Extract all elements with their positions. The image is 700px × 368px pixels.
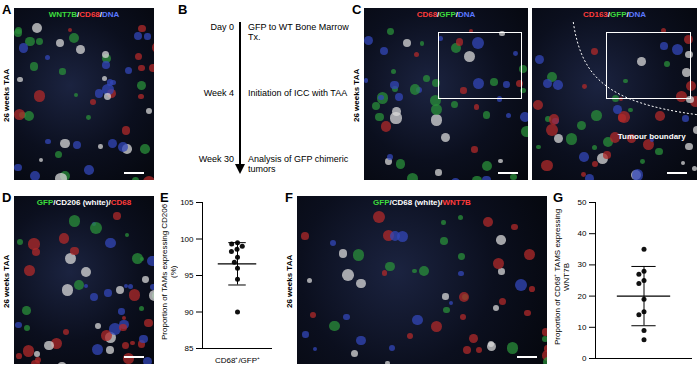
html-text:G: G	[553, 190, 564, 205]
html-text:Day 0: Day 0	[210, 22, 234, 32]
svg-text:105: 105	[180, 198, 194, 207]
svg-text:85: 85	[185, 344, 194, 353]
html-text:CD163 / GFP / DNA: CD163 / GFP / DNA	[582, 10, 647, 19]
html-text:Analysis of GFP chimeric tumor: Analysis of GFP chimeric tumors	[248, 154, 349, 174]
html-text:WNT7B / CD68 / DNA: WNT7B / CD68 / DNA	[48, 10, 120, 19]
html-text:26 weeks TAA: 26 weeks TAA	[285, 254, 294, 308]
html-text:26 weeks TAA: 26 weeks TAA	[2, 254, 11, 308]
html-text:GFP to WT Bone Marrow Tx.: GFP to WT Bone Marrow Tx.	[248, 22, 349, 42]
html-text:GFP / CD206 (white) / CD68: GFP / CD206 (white) / CD68	[36, 198, 132, 207]
html-text:26 weeks TAA: 26 weeks TAA	[2, 68, 11, 122]
svg-text:100: 100	[180, 235, 194, 244]
html-text:CD68 / GFP / DNA: CD68 / GFP / DNA	[416, 10, 476, 19]
html-text:Week 4: Week 4	[203, 88, 234, 98]
svg-text:40: 40	[578, 229, 587, 238]
html-text:E: E	[160, 190, 169, 205]
html-text:A: A	[2, 2, 12, 17]
html-text:F: F	[285, 190, 293, 205]
html-text:GFP / CD68 (white) / WNT7B: GFP / CD68 (white) / WNT7B	[373, 198, 471, 207]
html-text:B: B	[178, 2, 188, 17]
html-text:Initiation of ICC with TAA: Initiation of ICC with TAA	[248, 88, 348, 98]
html-text:26 weeks TAA: 26 weeks TAA	[352, 68, 361, 122]
html-text:Proportion of TAMs expressing: Proportion of TAMs expressing CD206 (%)	[160, 203, 178, 341]
html-text:Week 30: Week 30	[198, 154, 234, 164]
html-text:C: C	[352, 2, 362, 17]
svg-text:95: 95	[185, 271, 194, 280]
svg-text:CD68⁺/GFP⁺: CD68⁺/GFP⁺	[215, 356, 260, 365]
html-text:Tumour boundary: Tumour boundary	[617, 131, 686, 141]
svg-text:30: 30	[578, 260, 587, 269]
svg-text:0: 0	[582, 354, 587, 363]
svg-text:50: 50	[578, 198, 587, 207]
html-text:Proportion of CD68⁺ TAMS expre: Proportion of CD68⁺ TAMS expressing WNT7…	[553, 209, 571, 346]
svg-text:20: 20	[578, 292, 587, 301]
html-text:D: D	[2, 190, 12, 205]
svg-text:10: 10	[578, 323, 587, 332]
svg-text:90: 90	[185, 308, 194, 317]
